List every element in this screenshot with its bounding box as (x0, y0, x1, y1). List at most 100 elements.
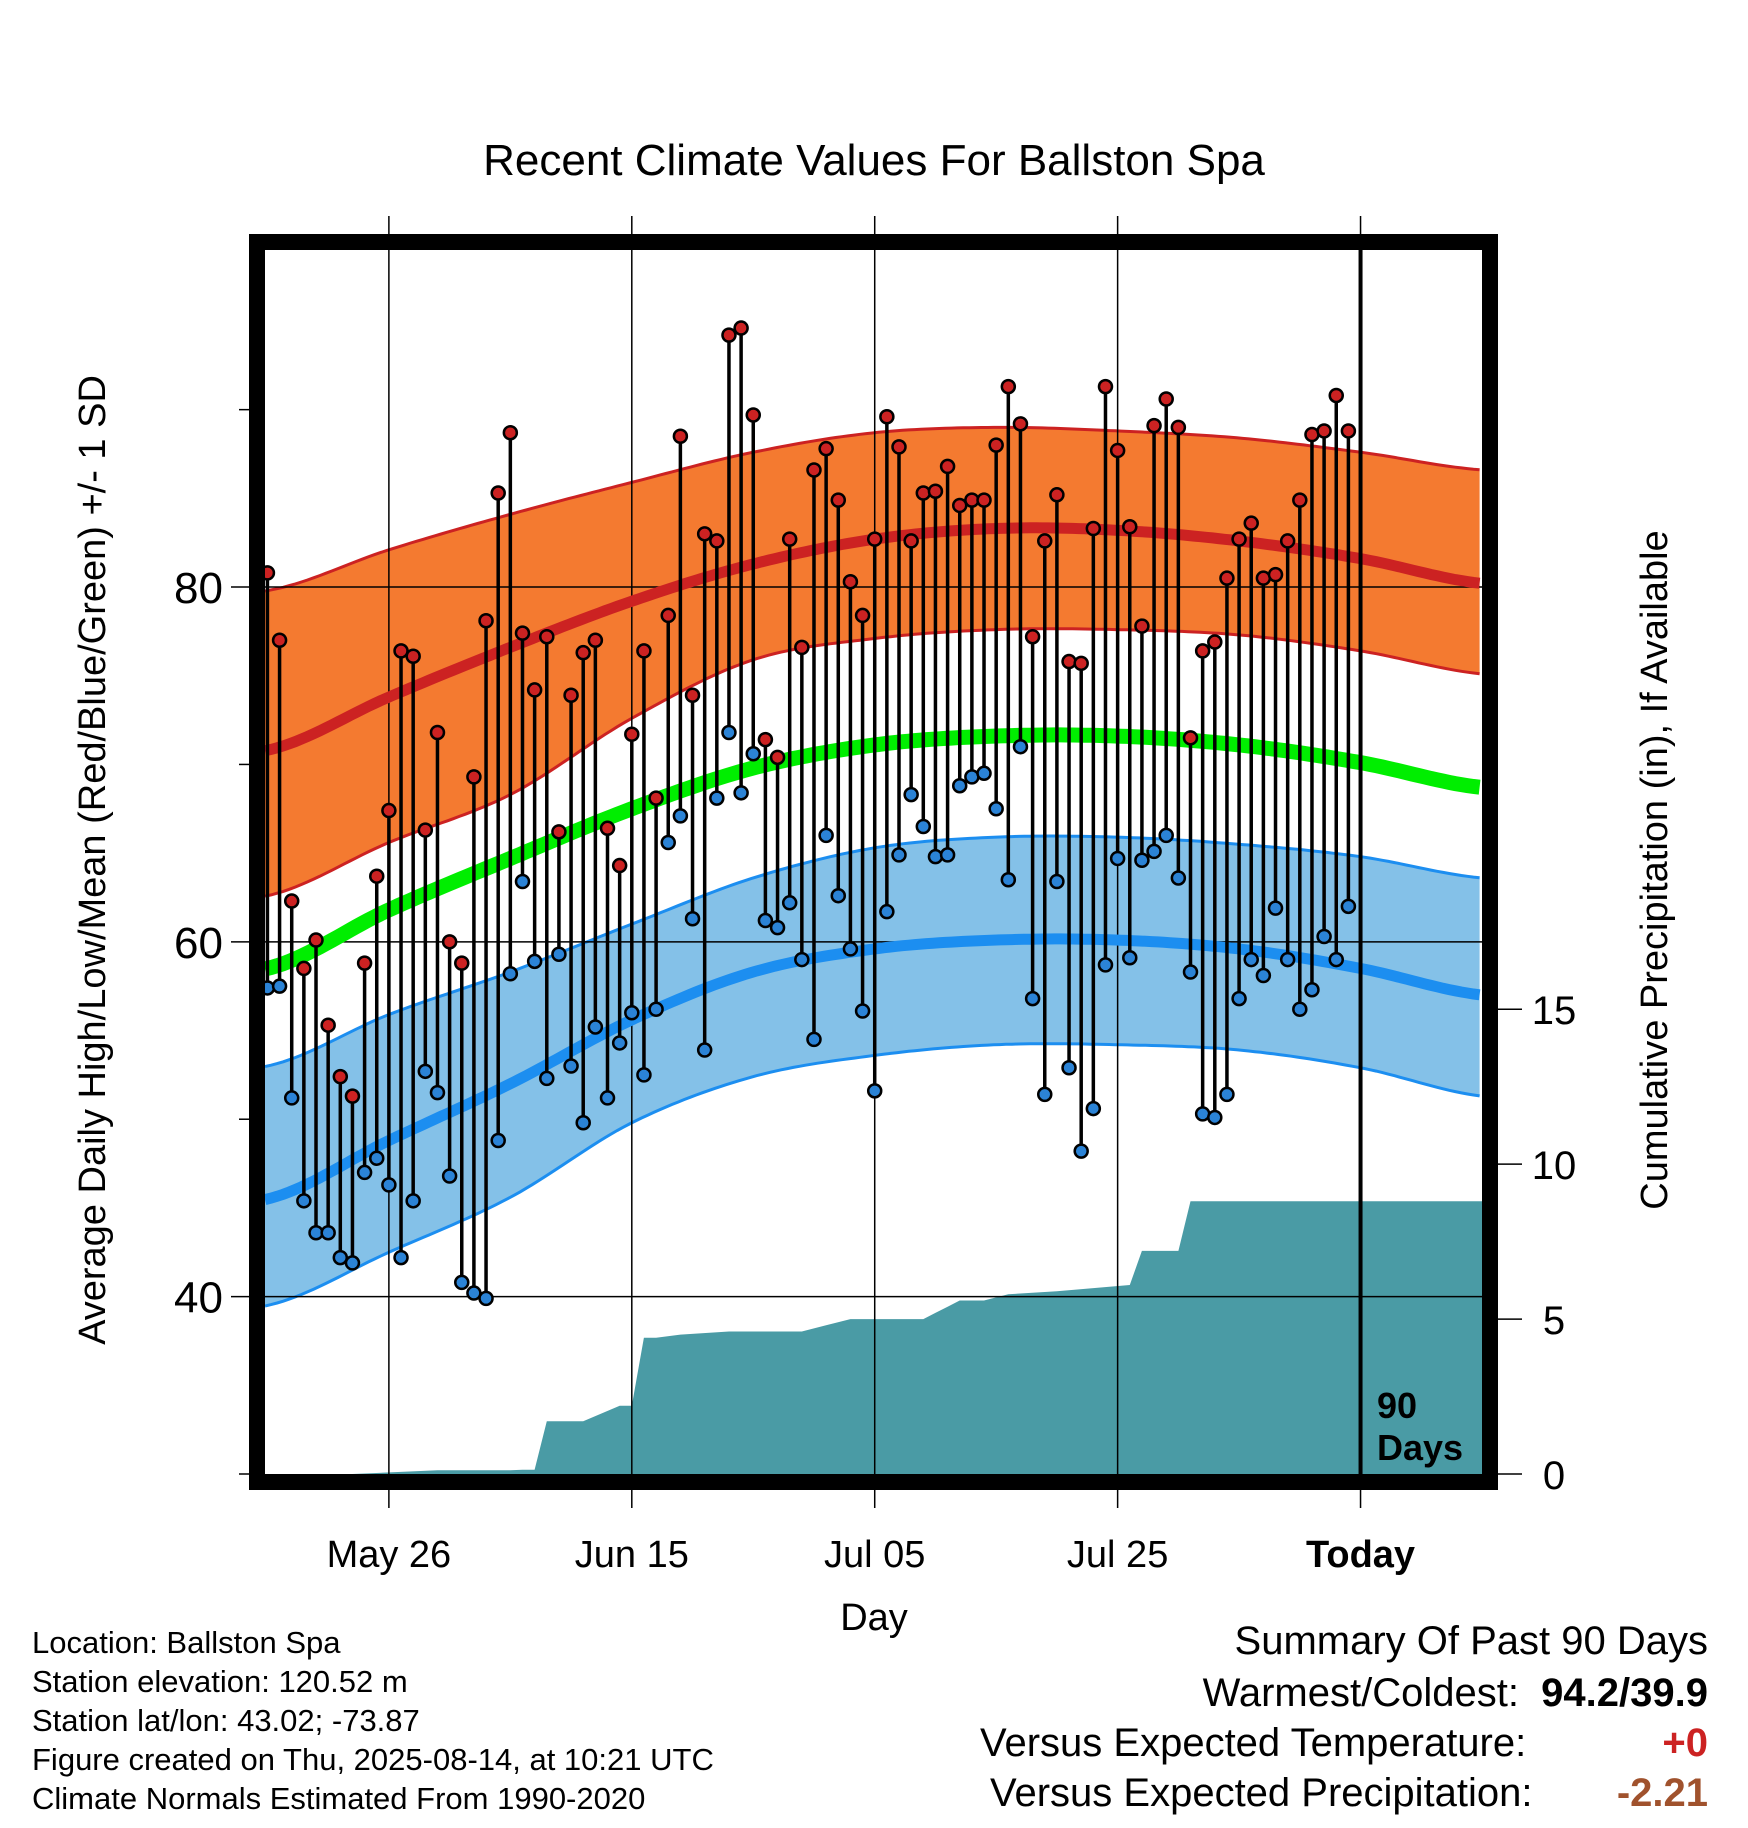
daily-low-point (709, 790, 725, 806)
summary-temp-label: Versus Expected Temperature: (980, 1721, 1527, 1765)
daily-high-point (939, 458, 956, 475)
daily-high-point (636, 643, 652, 659)
daily-low-point (1024, 990, 1041, 1007)
low-sd-band (265, 836, 1480, 1306)
daily-low-point (502, 966, 519, 982)
daily-low-point (1328, 951, 1345, 968)
daily-low-point (830, 887, 847, 904)
daily-high-point (356, 955, 373, 971)
daily-high-point (393, 643, 409, 659)
daily-high-point (1000, 378, 1017, 395)
x-tick-label: Today (1306, 1534, 1415, 1576)
daily-high-point (539, 628, 555, 645)
high-band-upper-edge (265, 425, 1480, 593)
daily-high-point (866, 531, 883, 547)
daily-high-point (830, 492, 847, 508)
daily-high-point (526, 682, 543, 698)
daily-high-point (721, 327, 737, 343)
y-tick-label: 60 (174, 919, 223, 968)
footer-elevation: Station elevation: 120.52 m (32, 1664, 408, 1699)
daily-high-point (490, 485, 506, 501)
y-tick-label: 40 (174, 1274, 223, 1323)
daily-low-point (466, 1285, 482, 1301)
daily-low-point (951, 777, 968, 794)
daily-low-point (514, 873, 531, 890)
daily-low-point (1316, 928, 1332, 945)
daily-low-point (915, 818, 932, 835)
daily-low-point (283, 1090, 300, 1106)
daily-low-point (648, 1001, 664, 1017)
daily-low-point (624, 1005, 640, 1021)
y2-axis-label: Cumulative Precipitation (in), If Availa… (1634, 530, 1676, 1209)
daily-low-point (1109, 850, 1126, 867)
today-days-number: 90 (1377, 1385, 1417, 1426)
daily-high-point (769, 749, 786, 766)
daily-low-point (733, 785, 749, 801)
daily-low-point (332, 1249, 349, 1266)
daily-high-point (478, 612, 494, 629)
daily-low-point (356, 1164, 373, 1181)
axes: May 26 Jun 15 Jul 05 Jul 25 Today 40 60 80 0 5 10 1… (174, 216, 1576, 1576)
daily-high-point (781, 531, 798, 547)
daily-low-point (1182, 964, 1199, 980)
daily-high-point (1243, 515, 1259, 531)
footer-location: Location: Ballston Spa (32, 1625, 341, 1660)
daily-high-point (1097, 378, 1114, 395)
daily-high-point (502, 424, 519, 441)
daily-low-point (417, 1063, 434, 1080)
daily-low-point (1207, 1109, 1223, 1126)
daily-low-point (539, 1070, 555, 1087)
daily-high-point (1037, 533, 1053, 549)
daily-high-point (709, 533, 725, 549)
daily-high-point (879, 408, 895, 425)
y-axis-label: Average Daily High/Low/Mean (Red/Blue/Gr… (72, 375, 114, 1345)
daily-low-point (1097, 957, 1114, 973)
x-tick-label: Jun 15 (575, 1534, 689, 1576)
daily-low-point (526, 953, 543, 970)
daily-high-point (551, 824, 567, 840)
daily-high-point (320, 1017, 336, 1033)
daily-low-point (806, 1031, 822, 1048)
daily-low-point (1304, 981, 1320, 998)
daily-low-point (903, 786, 919, 803)
daily-low-point (891, 847, 907, 863)
summary-warm-cold-label: Warmest/Coldest: (1202, 1671, 1519, 1715)
daily-low-point (1085, 1100, 1102, 1117)
daily-low-point (454, 1274, 470, 1291)
daily-low-point (551, 946, 567, 962)
daily-high-point (1292, 492, 1308, 508)
daily-high-point (915, 485, 932, 501)
daily-low-point (854, 1003, 871, 1019)
daily-low-point (660, 834, 676, 851)
daily-low-point (611, 1035, 628, 1051)
daily-low-point (1158, 827, 1174, 844)
daily-high-point (648, 790, 664, 806)
daily-low-point (866, 1083, 883, 1099)
daily-high-point (745, 407, 762, 423)
daily-high-point (454, 955, 470, 971)
daily-high-point (684, 687, 701, 704)
daily-low-point (745, 746, 762, 762)
daily-high-point (405, 648, 421, 664)
daily-low-point (368, 1150, 385, 1166)
daily-low-point (381, 1177, 397, 1193)
daily-high-point (854, 607, 871, 624)
footer-created: Figure created on Thu, 2025-08-14, at 10… (32, 1742, 714, 1777)
daily-low-point (721, 724, 737, 741)
daily-low-point (1279, 951, 1296, 968)
daily-high-point (818, 440, 834, 457)
daily-high-point (1267, 566, 1284, 583)
daily-low-point (1231, 990, 1247, 1007)
daily-high-point (757, 731, 774, 748)
high-sd-band (265, 427, 1480, 897)
plot-border (249, 234, 1498, 1490)
daily-high-point (332, 1068, 349, 1085)
daily-low-point (794, 951, 810, 968)
daily-high-point (1328, 387, 1345, 404)
daily-low-point (1061, 1060, 1077, 1076)
daily-high-point (271, 632, 288, 649)
daily-low-point (1012, 738, 1029, 755)
daily-high-point (988, 437, 1004, 453)
daily-low-point (1340, 898, 1357, 915)
daily-low-point (1134, 852, 1150, 868)
